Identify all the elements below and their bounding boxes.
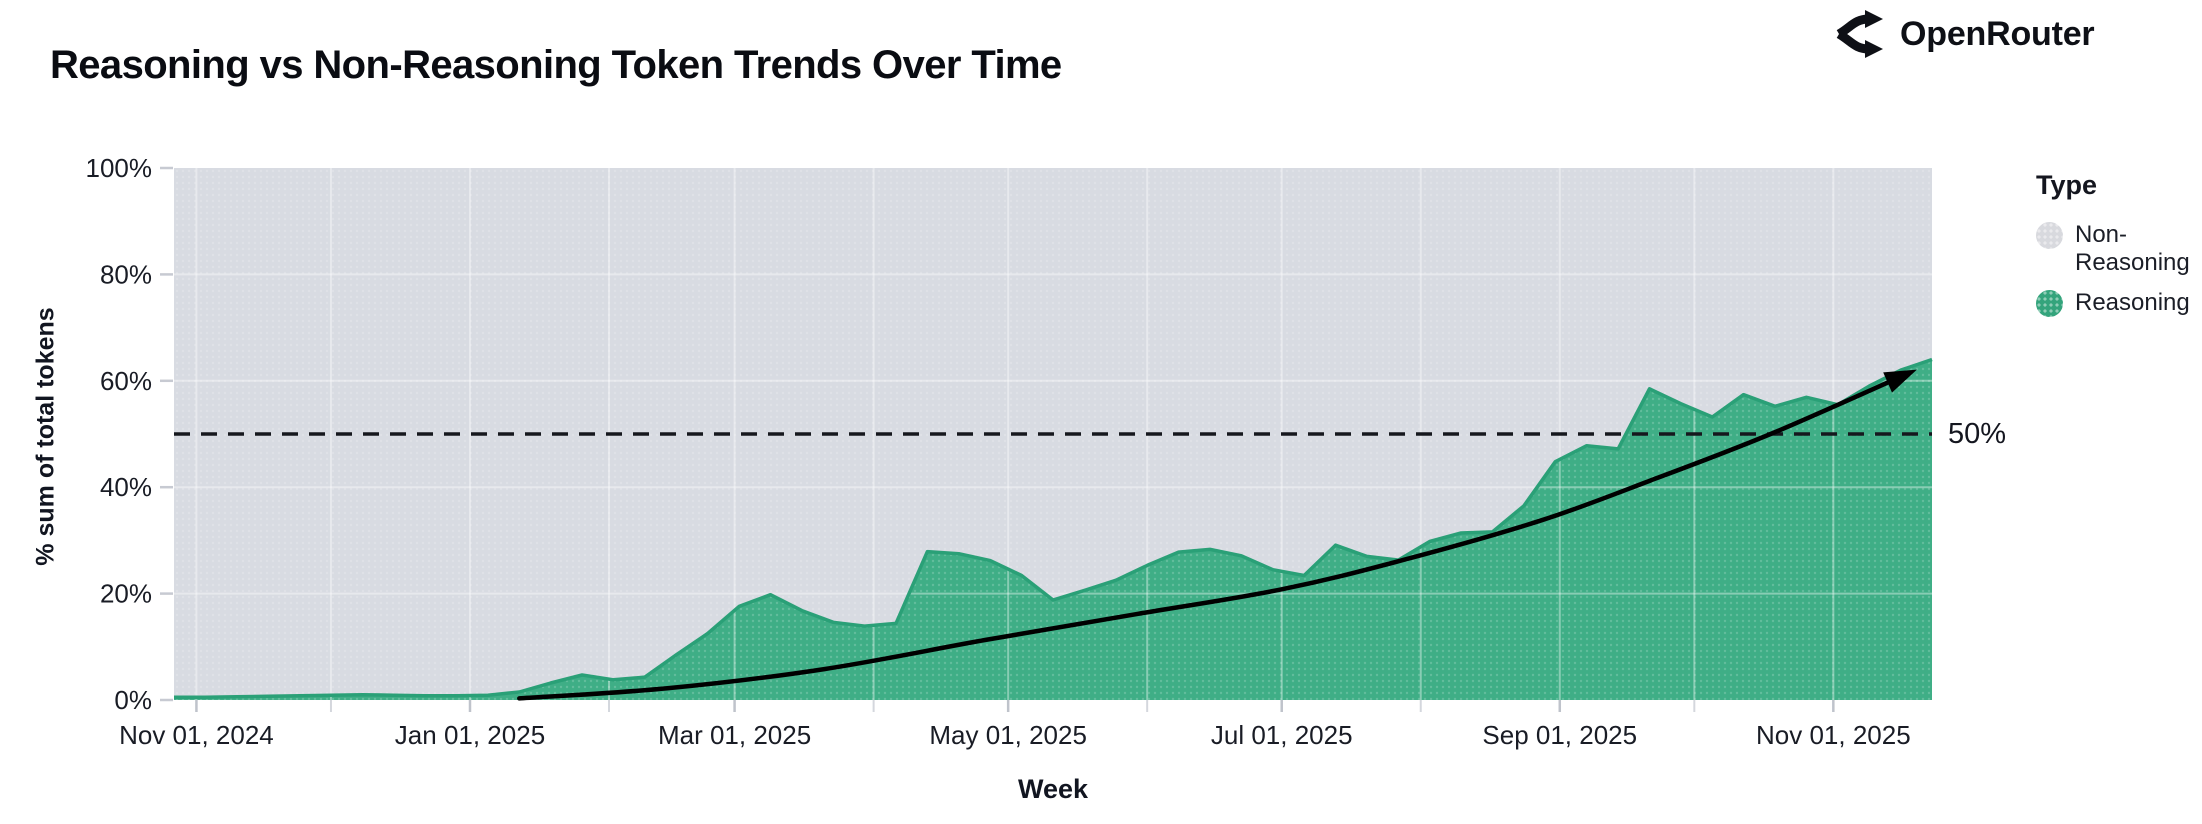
x-tick-label: May 01, 2025 [929, 720, 1087, 750]
x-tick-label: Jan 01, 2025 [395, 720, 545, 750]
y-tick-label: 100% [86, 153, 153, 183]
trend-arrow-line [517, 370, 1912, 701]
x-axis-title: Week [1017, 774, 1089, 804]
fifty-percent-label: 50% [1948, 418, 2007, 450]
trend-arrow-head [1883, 369, 1917, 393]
y-tick-label: 20% [100, 579, 152, 609]
page-title: Reasoning vs Non-Reasoning Token Trends … [50, 42, 1062, 87]
y-tick-label: 0% [114, 685, 152, 715]
x-tick-label: Nov 01, 2024 [119, 720, 274, 750]
non-reasoning-swatch [2036, 222, 2063, 249]
reasoning-swatch [2036, 290, 2063, 317]
x-tick-label: Jul 01, 2025 [1211, 720, 1353, 750]
reasoning-boundary-line [174, 357, 1933, 700]
legend-title: Type [2036, 170, 2098, 200]
x-tick-label: Sep 01, 2025 [1482, 720, 1637, 750]
legend-label: Non-Reasoning [2075, 221, 2190, 276]
brand-name: OpenRouter [1900, 14, 2095, 53]
y-axis-title: % sum of total tokens [31, 307, 60, 566]
x-axis: Nov 01, 2024 Jan 01, 2025 Mar 01, 2025 May … [119, 700, 1911, 750]
y-tick-label: 80% [100, 259, 152, 289]
x-tick-label: Nov 01, 2025 [1756, 720, 1911, 750]
legend: Type Non-Reasoning Reasoning [2036, 170, 2200, 329]
brand: OpenRouter [1836, 10, 2095, 58]
legend-label: Reasoning [2075, 289, 2190, 316]
y-axis: 100% 80% 60% 40% 20% 0% [86, 153, 173, 715]
openrouter-logo-icon [1836, 10, 1883, 58]
y-tick-label: 60% [100, 366, 152, 396]
x-tick-label: Mar 01, 2025 [658, 720, 811, 750]
y-tick-label: 40% [100, 472, 152, 502]
legend-item-reasoning: Reasoning [2036, 289, 2200, 317]
legend-item-non-reasoning: Non-Reasoning [2036, 221, 2200, 277]
